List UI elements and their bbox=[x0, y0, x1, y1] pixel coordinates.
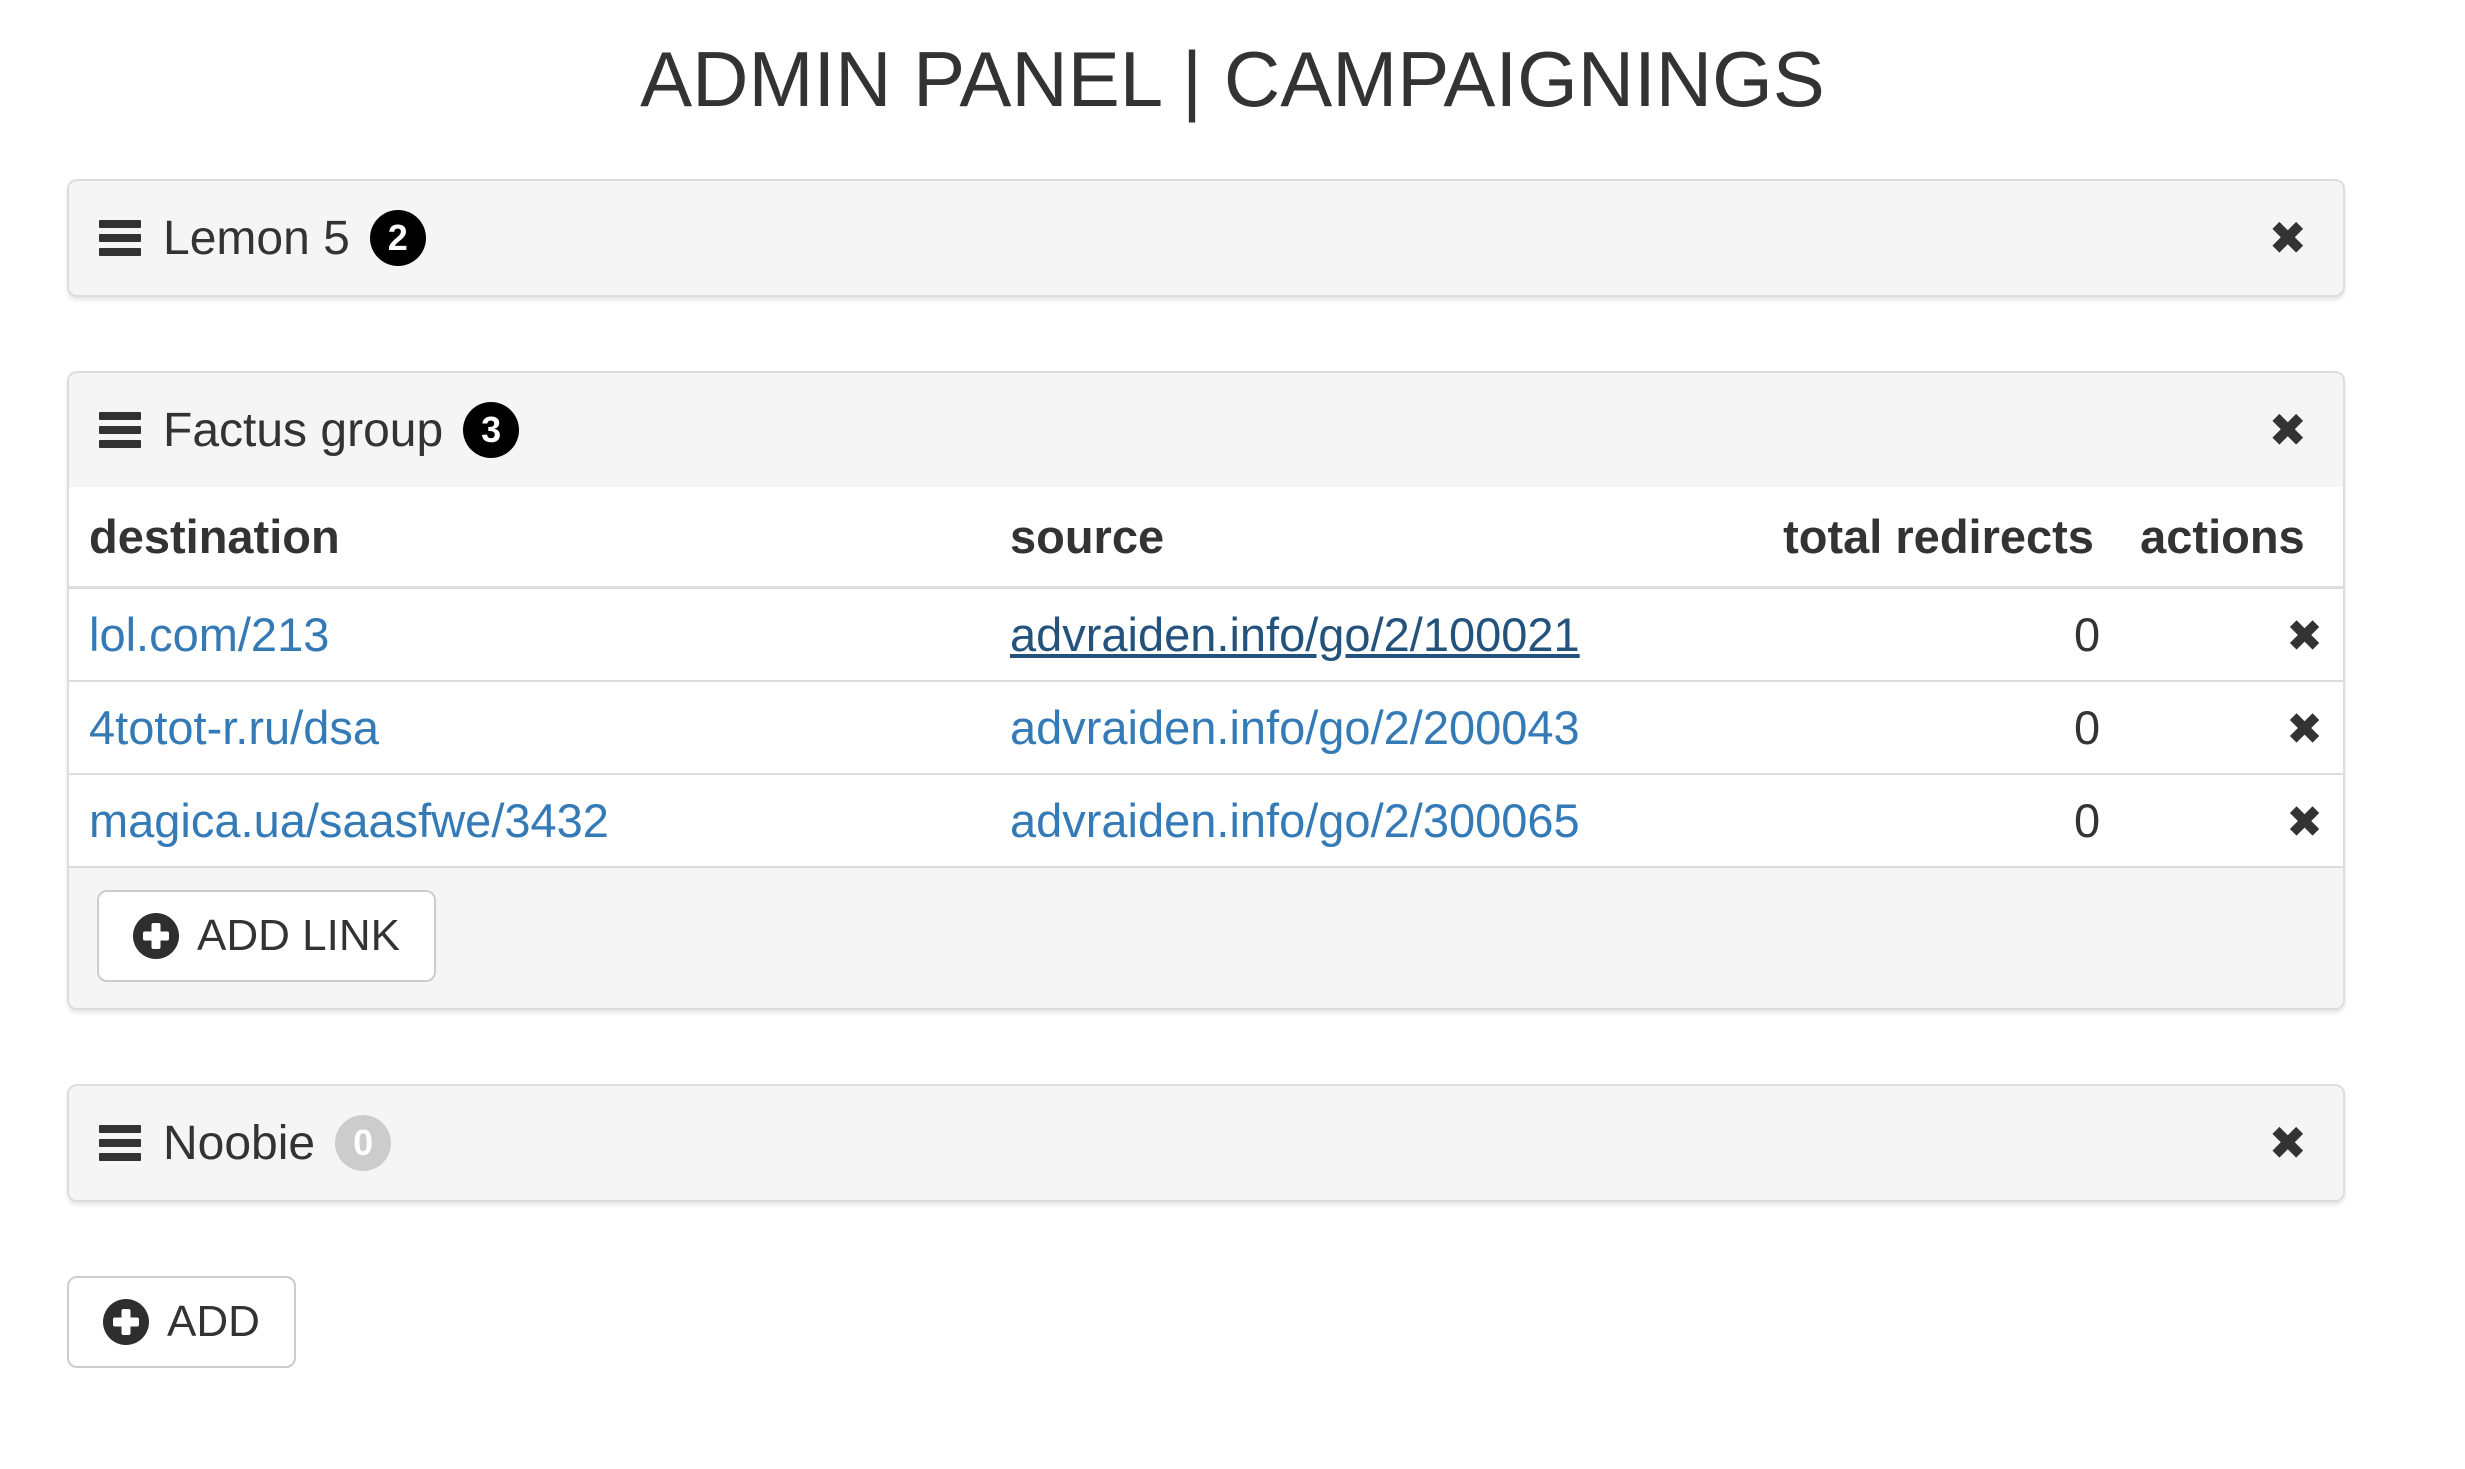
delete-campaign-button[interactable]: ✖ bbox=[2268, 215, 2307, 261]
total-redirects-value: 0 bbox=[1763, 680, 2121, 774]
delete-campaign-button[interactable]: ✖ bbox=[2268, 407, 2307, 453]
close-icon: ✖ bbox=[2286, 705, 2323, 754]
source-link[interactable]: advraiden.info/go/2/300065 bbox=[1009, 794, 1580, 847]
link-row: lol.com/213 advraiden.info/go/2/100021 0… bbox=[69, 588, 2343, 682]
page-title: ADMIN PANEL | CAMPAIGNINGS bbox=[640, 35, 1825, 123]
destination-link[interactable]: lol.com/213 bbox=[89, 608, 330, 661]
campaign-name: Lemon 5 bbox=[163, 211, 350, 265]
column-header-destination: destination bbox=[69, 487, 990, 589]
total-redirects-value: 0 bbox=[1763, 773, 2121, 866]
add-campaign-button-label: ADD bbox=[167, 1297, 260, 1346]
panel-footer: ADD LINK bbox=[69, 866, 2343, 1008]
links-table: destination source total redirects actio… bbox=[69, 487, 2343, 866]
delete-link-button[interactable]: ✖ bbox=[2286, 615, 2323, 659]
destination-link[interactable]: magica.ua/saasfwe/3432 bbox=[89, 794, 609, 847]
campaign-panel-factus-group: Factus group 3 ✖ destination source tota… bbox=[67, 371, 2345, 1010]
link-row: magica.ua/saasfwe/3432 advraiden.info/go… bbox=[69, 773, 2343, 866]
close-icon: ✖ bbox=[2286, 612, 2323, 661]
close-icon: ✖ bbox=[2268, 404, 2307, 456]
campaign-count-badge: 3 bbox=[463, 402, 520, 458]
delete-link-button[interactable]: ✖ bbox=[2286, 801, 2323, 845]
campaigns-container: Lemon 5 2 ✖ Factus group 3 ✖ destination… bbox=[67, 179, 2345, 1368]
delete-campaign-button[interactable]: ✖ bbox=[2268, 1120, 2307, 1166]
total-redirects-value: 0 bbox=[2074, 608, 2101, 661]
column-header-total-redirects: total redirects bbox=[1763, 487, 2121, 589]
add-link-button[interactable]: ADD LINK bbox=[97, 890, 436, 982]
campaign-count-badge: 0 bbox=[335, 1115, 392, 1171]
campaign-panel-lemon-5: Lemon 5 2 ✖ bbox=[67, 179, 2345, 297]
destination-link[interactable]: 4totot-r.ru/dsa bbox=[89, 701, 379, 754]
plus-circle-icon bbox=[103, 1299, 149, 1345]
close-icon: ✖ bbox=[2286, 798, 2323, 847]
campaign-header: Lemon 5 2 ✖ bbox=[69, 181, 2343, 295]
links-table-header-row: destination source total redirects actio… bbox=[69, 487, 2343, 589]
campaign-panel-noobie: Noobie 0 ✖ bbox=[67, 1084, 2345, 1202]
column-header-actions: actions bbox=[2120, 487, 2343, 589]
close-icon: ✖ bbox=[2268, 212, 2307, 264]
drag-handle-icon[interactable] bbox=[99, 220, 141, 256]
source-link[interactable]: advraiden.info/go/2/200043 bbox=[1009, 701, 1580, 754]
link-row: 4totot-r.ru/dsa advraiden.info/go/2/2000… bbox=[69, 680, 2343, 774]
campaign-header: Noobie 0 ✖ bbox=[69, 1086, 2343, 1200]
column-header-source: source bbox=[989, 487, 1764, 589]
delete-link-button[interactable]: ✖ bbox=[2286, 708, 2323, 752]
add-campaign-button[interactable]: ADD bbox=[67, 1276, 296, 1368]
add-link-button-label: ADD LINK bbox=[197, 911, 400, 960]
campaign-name: Noobie bbox=[163, 1116, 316, 1170]
campaign-name: Factus group bbox=[163, 403, 444, 457]
campaign-count-badge: 2 bbox=[369, 210, 426, 266]
drag-handle-icon[interactable] bbox=[99, 412, 141, 448]
source-link[interactable]: advraiden.info/go/2/100021 bbox=[1009, 608, 1580, 661]
drag-handle-icon[interactable] bbox=[99, 1125, 141, 1161]
plus-circle-icon bbox=[133, 913, 179, 959]
add-campaign-area: ADD bbox=[67, 1276, 2345, 1368]
close-icon: ✖ bbox=[2268, 1117, 2307, 1169]
campaign-header: Factus group 3 ✖ bbox=[69, 373, 2343, 487]
